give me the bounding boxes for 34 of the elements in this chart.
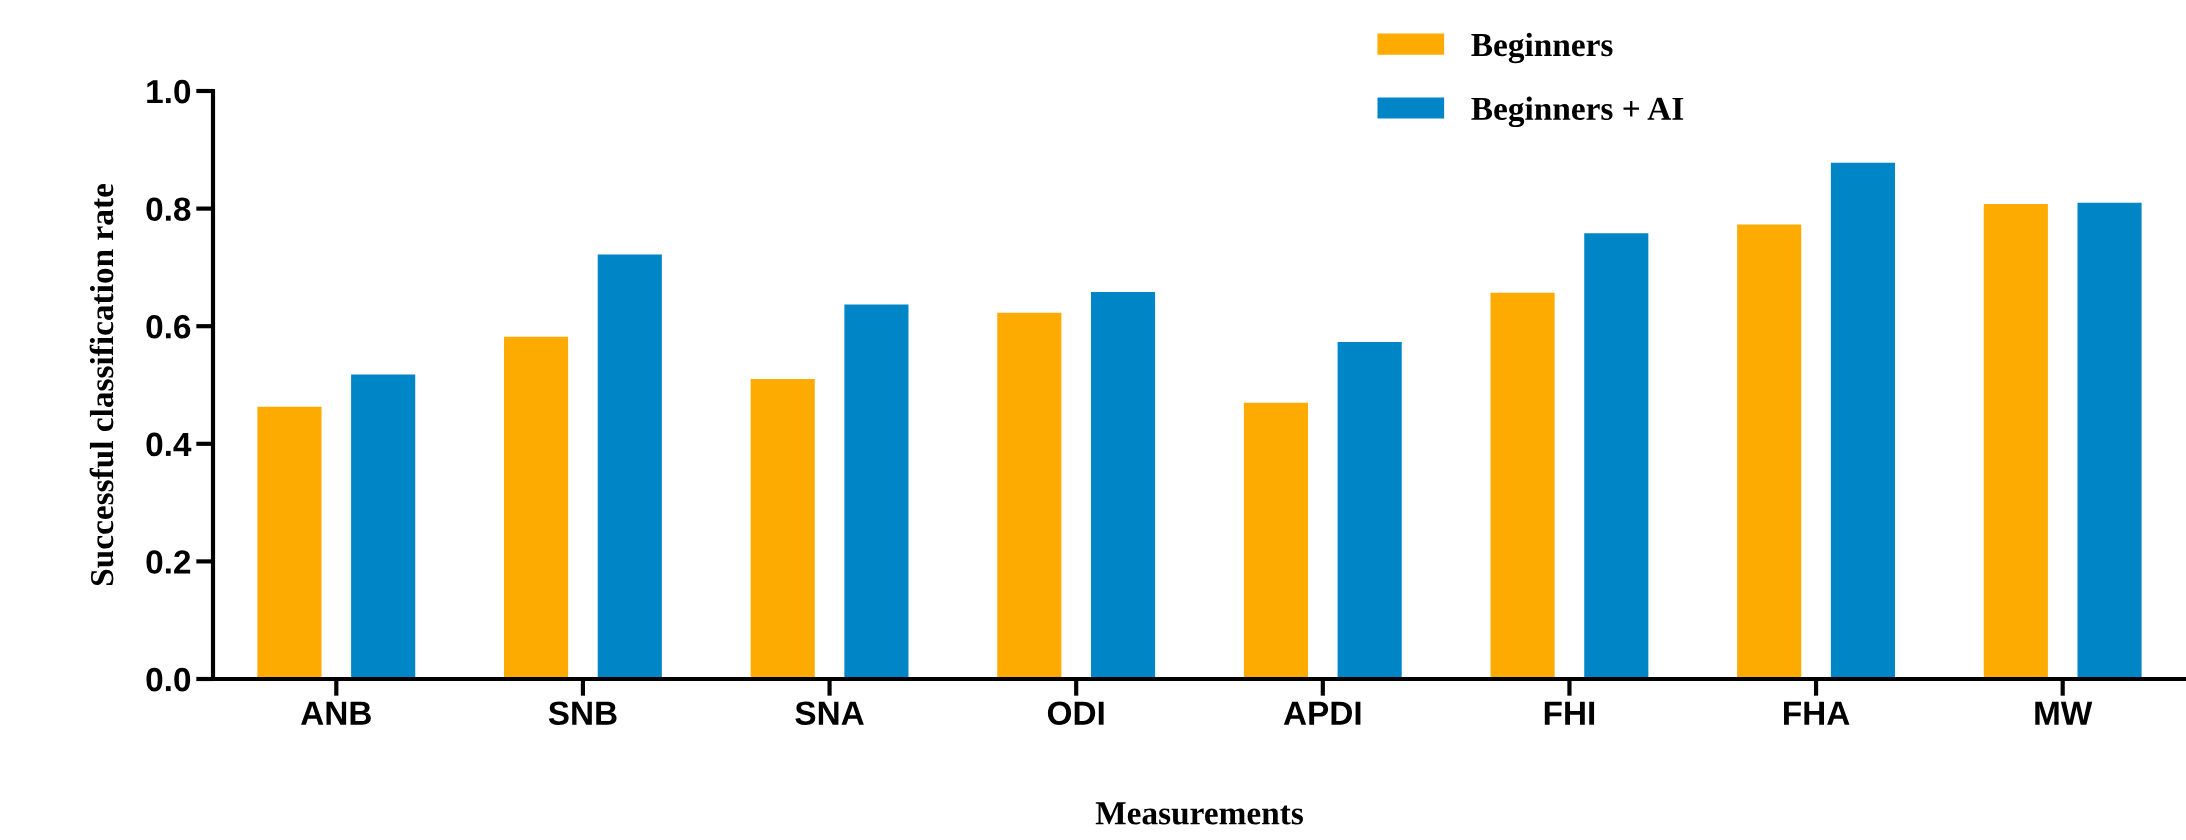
legend-label: Beginners + AI <box>1471 96 1684 128</box>
legend-label: Beginners <box>1471 32 1613 64</box>
x-tick-label: FHA <box>1784 701 1850 725</box>
x-tick-label: FHI <box>1544 701 1595 725</box>
bar <box>504 336 569 679</box>
y-tick-label: 1.0 <box>147 79 191 104</box>
bar <box>1243 402 1309 679</box>
bar <box>997 312 1062 679</box>
x-tick-label: SNB <box>548 701 617 726</box>
x-axis-title: Measurements <box>1095 802 1303 825</box>
bar <box>257 406 322 679</box>
x-tick-label: ANB <box>301 701 371 725</box>
bar <box>1737 224 1802 679</box>
bar <box>844 304 909 679</box>
y-tick-label: 0.4 <box>146 432 192 457</box>
bar <box>1490 292 1555 679</box>
bar <box>750 379 815 679</box>
bar <box>1830 162 1895 679</box>
y-tick-label: 0.8 <box>146 197 191 222</box>
x-tick-label: ODI <box>1047 701 1104 726</box>
y-tick-label: 0.0 <box>146 667 191 692</box>
y-tick-label: 0.2 <box>146 550 191 574</box>
bar <box>2077 202 2142 679</box>
bar <box>1337 342 1402 679</box>
x-tick-label: SNA <box>795 701 864 726</box>
x-tick-label: MW <box>2035 701 2093 725</box>
x-tick-label: APDI <box>1283 701 1361 725</box>
y-tick-label: 0.6 <box>146 315 191 339</box>
y-axis-title: Successful classification rate <box>89 184 114 586</box>
bar <box>1090 292 1156 679</box>
bar <box>1983 203 2048 679</box>
bar <box>351 374 416 679</box>
bar <box>1584 233 1649 679</box>
bar <box>597 254 662 679</box>
